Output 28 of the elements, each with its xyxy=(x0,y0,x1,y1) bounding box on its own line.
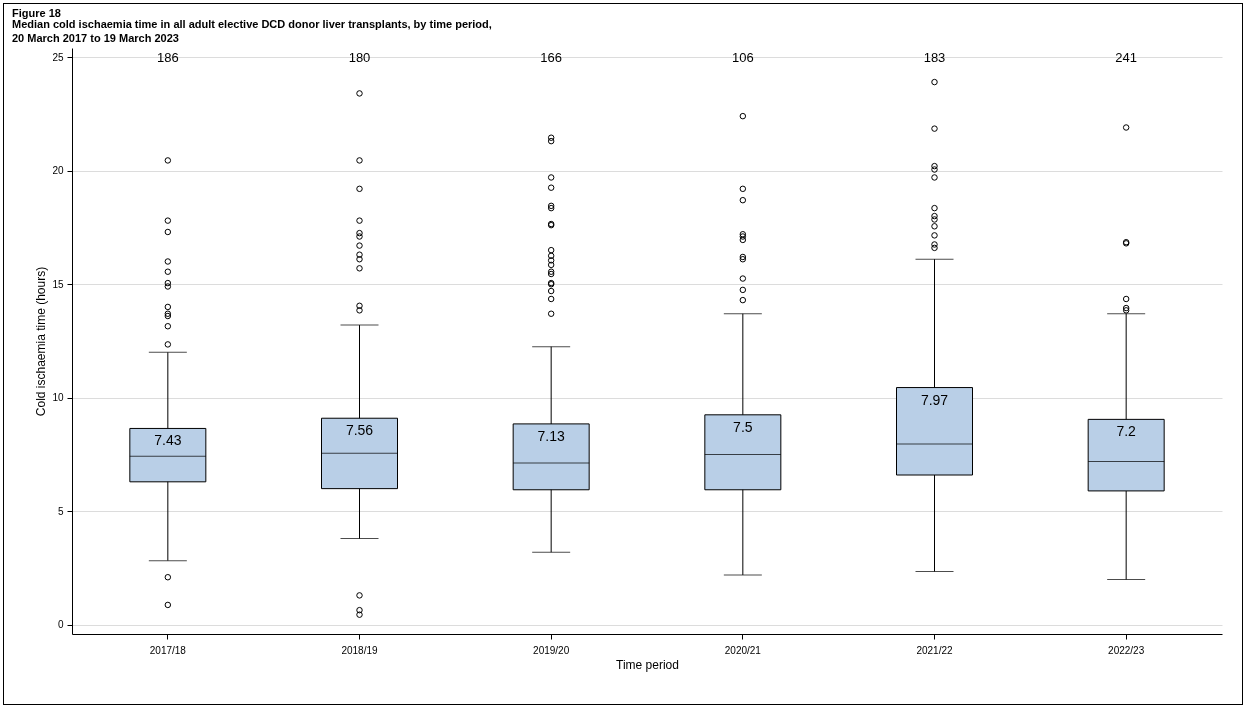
text: 7.13 xyxy=(537,427,565,444)
text: 7.5 xyxy=(733,418,753,435)
chart-subtitle: Median cold ischaemia time in all adult elective DCD donor liver transplants, by time period, 20 March 2017 to 19 March 2023 xyxy=(12,18,492,44)
x-tick-label: 2022/23 xyxy=(1108,644,1145,656)
y-tick-label: 15 xyxy=(52,278,64,290)
annotation: 183 xyxy=(923,50,946,65)
y-tick-label: 20 xyxy=(52,165,64,177)
y-tick-label: 25 xyxy=(52,51,64,63)
text: 7.97 xyxy=(920,391,949,408)
x-tick-label: 2018/19 xyxy=(341,644,379,656)
x-tick-label: 2017/18 xyxy=(149,644,187,656)
chart-title: Figure 18 xyxy=(12,7,61,19)
x-tick-label: 2020/21 xyxy=(724,644,762,656)
x-tick-label: 2021/22 xyxy=(916,644,954,656)
y-tick-label: 0 xyxy=(57,619,64,631)
annotation: 186 xyxy=(156,50,179,65)
x-axis-title: Time period xyxy=(616,657,679,672)
text: 7.56 xyxy=(345,422,374,439)
text: 7.43 xyxy=(154,432,182,449)
y-tick-label: 5 xyxy=(57,505,64,517)
annotation: 106 xyxy=(731,50,754,65)
y-axis-title: Cold ischaemia time (hours) xyxy=(34,266,49,417)
annotation: 241 xyxy=(1115,50,1138,65)
x-tick-label: 2019/20 xyxy=(533,644,570,656)
text: 7.2 xyxy=(1116,423,1136,440)
annotation: 166 xyxy=(540,50,563,65)
y-tick-label: 10 xyxy=(52,392,64,404)
annotation: 180 xyxy=(348,50,371,65)
